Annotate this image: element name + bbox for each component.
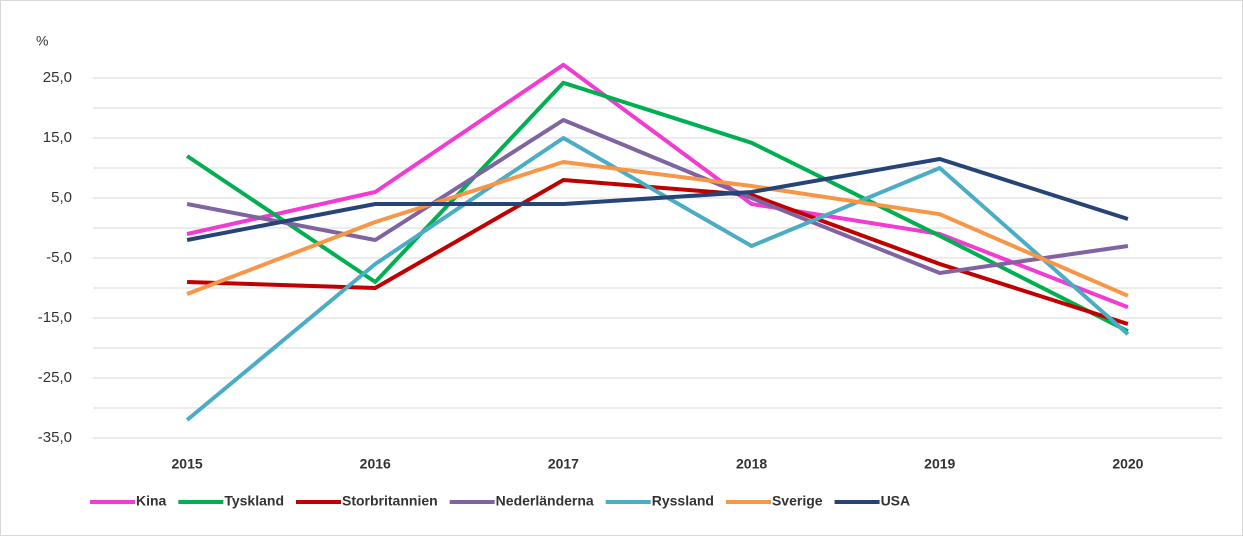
y-tick-label: 25,0: [43, 69, 72, 86]
legend-label: USA: [881, 493, 911, 509]
y-tick-label: -35,0: [38, 429, 72, 446]
series-line: [186, 157, 1129, 242]
series-line: [186, 62, 1129, 310]
y-tick-label: -15,0: [38, 309, 72, 326]
y-tick-label: -5,0: [46, 249, 72, 266]
y-tick-label: 5,0: [51, 189, 72, 206]
y-tick-label: 15,0: [43, 129, 72, 146]
x-tick-label: 2017: [548, 456, 579, 472]
series-line: [185, 136, 1130, 422]
legend-label: Ryssland: [652, 493, 714, 509]
legend-label: Nederländerna: [496, 493, 594, 509]
legend-label: Storbritannien: [342, 493, 438, 509]
y-unit: %: [36, 33, 48, 49]
series-line: [187, 178, 1129, 326]
series-line: [185, 80, 1129, 333]
x-tick-label: 2019: [924, 456, 955, 472]
x-tick-label: 2018: [736, 456, 767, 472]
x-tick-label: 2020: [1112, 456, 1143, 472]
y-tick-label: -25,0: [38, 369, 72, 386]
legend-label: Sverige: [772, 493, 823, 509]
series-line: [186, 160, 1129, 298]
x-tick-label: 2015: [172, 456, 203, 472]
x-tick-label: 2016: [360, 456, 391, 472]
legend-label: Tyskland: [224, 493, 284, 509]
legend-label: Kina: [136, 493, 167, 509]
